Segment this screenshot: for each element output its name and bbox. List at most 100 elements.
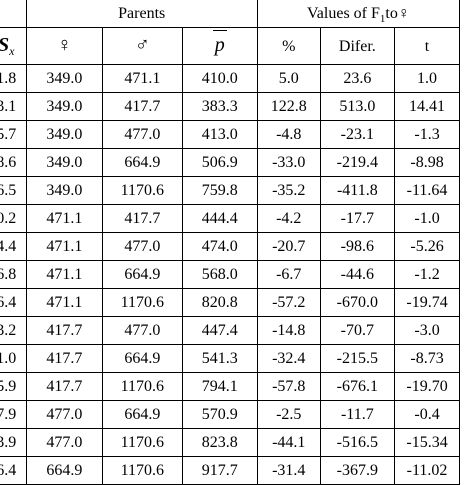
male-symbol-icon: ♂ bbox=[134, 34, 150, 56]
cell-difer: -11.7 bbox=[319, 400, 396, 429]
cell-p-mean: 413.0 bbox=[181, 120, 258, 149]
cell-male: 477.0 bbox=[102, 232, 183, 261]
cell-percent: -20.7 bbox=[256, 232, 321, 261]
cell-female: 477.0 bbox=[25, 428, 104, 457]
cell-t: -19.74 bbox=[394, 288, 460, 317]
cell-female: 349.0 bbox=[25, 176, 104, 205]
cell-t: -8.73 bbox=[394, 344, 460, 373]
cell-percent: -31.4 bbox=[256, 456, 321, 485]
cell-sx: 5.9 bbox=[0, 372, 27, 401]
cell-female: 471.1 bbox=[25, 288, 104, 317]
cell-female: 349.0 bbox=[25, 120, 104, 149]
cell-male: 1170.6 bbox=[102, 428, 183, 457]
cell-sx: 3.9 bbox=[0, 428, 27, 457]
header-column-row: Sx ♀ ♂ p % Difer. t bbox=[0, 27, 460, 65]
cell-difer: 513.0 bbox=[319, 92, 396, 121]
header-pbar: p bbox=[181, 27, 258, 65]
cell-p-mean: 759.8 bbox=[181, 176, 258, 205]
cell-difer: -676.1 bbox=[319, 372, 396, 401]
cell-male: 1170.6 bbox=[102, 456, 183, 485]
cell-percent: -35.2 bbox=[256, 176, 321, 205]
cell-sx: 6.4 bbox=[0, 456, 27, 485]
header-values-sub: 1 bbox=[379, 13, 386, 26]
cell-p-mean: 568.0 bbox=[181, 260, 258, 289]
cell-p-mean: 820.8 bbox=[181, 288, 258, 317]
female-symbol-icon: ♀ bbox=[56, 34, 72, 56]
cell-male: 1170.6 bbox=[102, 372, 183, 401]
cell-female: 417.7 bbox=[25, 316, 104, 345]
cell-female: 417.7 bbox=[25, 372, 104, 401]
cell-difer: -367.9 bbox=[319, 456, 396, 485]
cell-difer: -44.6 bbox=[319, 260, 396, 289]
header-parents: Parents bbox=[25, 0, 258, 28]
cell-male: 477.0 bbox=[102, 120, 183, 149]
cell-male: 664.9 bbox=[102, 260, 183, 289]
cell-t: -0.4 bbox=[394, 400, 460, 429]
cell-t: -1.3 bbox=[394, 120, 460, 149]
cell-male: 664.9 bbox=[102, 148, 183, 177]
cell-t: -8.98 bbox=[394, 148, 460, 177]
cell-male: 417.7 bbox=[102, 204, 183, 233]
header-female: ♀ bbox=[25, 27, 104, 65]
cell-female: 349.0 bbox=[25, 64, 104, 93]
cell-female: 471.1 bbox=[25, 260, 104, 289]
cell-t: -11.64 bbox=[394, 176, 460, 205]
cell-sx: 4.4 bbox=[0, 232, 27, 261]
cell-female: 477.0 bbox=[25, 400, 104, 429]
cell-male: 471.1 bbox=[102, 64, 183, 93]
cell-female: 471.1 bbox=[25, 204, 104, 233]
cell-t: -1.0 bbox=[394, 204, 460, 233]
cell-male: 477.0 bbox=[102, 316, 183, 345]
header-percent: % bbox=[256, 27, 321, 65]
cell-difer: -516.5 bbox=[319, 428, 396, 457]
cell-percent: 122.8 bbox=[256, 92, 321, 121]
cell-p-mean: 570.9 bbox=[181, 400, 258, 429]
cell-p-mean: 447.4 bbox=[181, 316, 258, 345]
cell-male: 664.9 bbox=[102, 344, 183, 373]
cell-sx: 3.1 bbox=[0, 92, 27, 121]
cell-percent: -57.8 bbox=[256, 372, 321, 401]
cell-percent: -57.2 bbox=[256, 288, 321, 317]
cell-sx: 3.2 bbox=[0, 316, 27, 345]
cell-male: 1170.6 bbox=[102, 176, 183, 205]
cell-difer: -215.5 bbox=[319, 344, 396, 373]
cell-sx: 8.6 bbox=[0, 148, 27, 177]
cell-difer: -219.4 bbox=[319, 148, 396, 177]
cell-t: 14.41 bbox=[394, 92, 460, 121]
cell-difer: -70.7 bbox=[319, 316, 396, 345]
cell-male: 417.7 bbox=[102, 92, 183, 121]
cell-sx: 7.9 bbox=[0, 400, 27, 429]
header-values-text: Values of F bbox=[307, 5, 380, 22]
cell-sx: 6.8 bbox=[0, 260, 27, 289]
cell-percent: 5.0 bbox=[256, 64, 321, 93]
cell-p-mean: 474.0 bbox=[181, 232, 258, 261]
cell-difer: -411.8 bbox=[319, 176, 396, 205]
cell-t: -19.70 bbox=[394, 372, 460, 401]
cell-t: -1.2 bbox=[394, 260, 460, 289]
cell-difer: 23.6 bbox=[319, 64, 396, 93]
cell-t: -3.0 bbox=[394, 316, 460, 345]
cell-female: 664.9 bbox=[25, 456, 104, 485]
sx-subscript: x bbox=[9, 44, 15, 59]
cell-p-mean: 506.9 bbox=[181, 148, 258, 177]
cell-p-mean: 444.4 bbox=[181, 204, 258, 233]
cell-t: 1.0 bbox=[394, 64, 460, 93]
cell-percent: -2.5 bbox=[256, 400, 321, 429]
cell-percent: -14.8 bbox=[256, 316, 321, 345]
cell-difer: -98.6 bbox=[319, 232, 396, 261]
p-bar-symbol: p bbox=[212, 29, 227, 64]
cell-female: 349.0 bbox=[25, 92, 104, 121]
cell-t: -5.26 bbox=[394, 232, 460, 261]
cell-male: 664.9 bbox=[102, 400, 183, 429]
cell-female: 471.1 bbox=[25, 232, 104, 261]
cell-sx: 5.7 bbox=[0, 120, 27, 149]
results-table: Parents Values of F1to♀ Sx ♀ ♂ p % Difer… bbox=[0, 0, 461, 485]
